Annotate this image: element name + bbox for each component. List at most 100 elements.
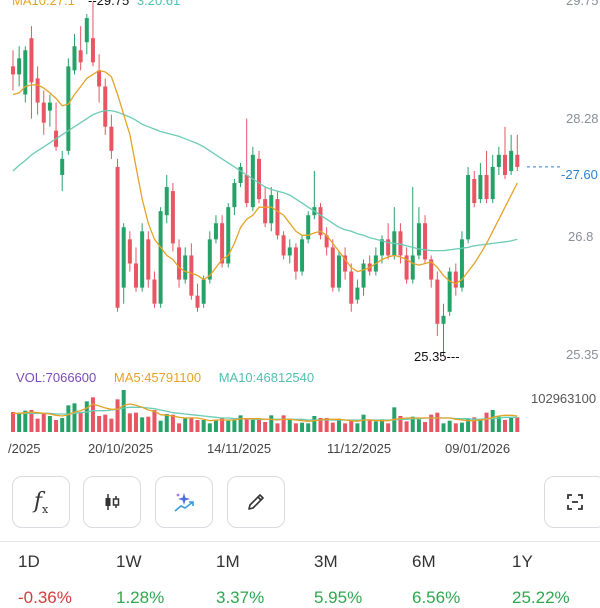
fullscreen-button[interactable] (544, 476, 600, 528)
volume-bar (410, 416, 415, 432)
volume-bar (232, 419, 237, 432)
perf-period-label: 1D (18, 552, 40, 571)
perf-cell-3m[interactable]: 3M 5.95% (314, 542, 414, 607)
volume-axis-max: 102963100 (531, 391, 597, 406)
candle-body (177, 247, 182, 280)
candle-body (355, 287, 360, 300)
volume-bar (429, 414, 434, 432)
candle-body (287, 247, 292, 256)
volume-bar (66, 405, 71, 432)
volume-bar (312, 416, 317, 432)
candlestick-chart[interactable] (0, 0, 600, 460)
volume-bar (435, 412, 440, 432)
price-chart[interactable]: MA10:27.1 3.20.61 29.75 28.28 26.8 25.35 … (0, 0, 600, 460)
expand-corners-icon (567, 494, 583, 510)
volume-bar (177, 423, 182, 432)
volume-bar (349, 420, 354, 432)
candle-body (115, 166, 120, 308)
volume-bar (47, 416, 52, 432)
price-tick-upper: 28.28 (566, 111, 599, 126)
candle-body (429, 259, 434, 280)
candle-body (29, 38, 34, 83)
ma-short-line (12, 69, 518, 285)
volume-bar (453, 423, 458, 432)
candle-body (183, 255, 188, 280)
candle-body (146, 239, 151, 280)
candle-body (435, 279, 440, 324)
ma-long-line (12, 109, 518, 252)
candle-body (226, 207, 231, 264)
volume-bar (226, 420, 231, 432)
candle-body (423, 223, 428, 260)
candle-body (60, 158, 65, 175)
candle-body (35, 78, 40, 103)
volume-bar (250, 420, 255, 432)
volume-legend: VOL:7066600 MA5:45791100 MA10:46812540 (16, 370, 328, 385)
candle-body (207, 239, 212, 280)
volume-bar (134, 412, 138, 432)
candle-body (472, 179, 477, 204)
candle-body (250, 154, 255, 208)
candle-body (509, 150, 514, 171)
volume-bar (109, 418, 114, 432)
candle-body (232, 183, 237, 208)
volume-bar (29, 410, 34, 432)
candle-body (257, 158, 261, 200)
date-tick: 20/10/2025 (88, 441, 154, 456)
candle-body (336, 255, 341, 288)
volume-bar (472, 417, 477, 432)
performance-table: 1D -0.36% 1W 1.28% 1M 3.37% 3M 5.95% 6M … (0, 541, 600, 607)
perf-period-label: 1W (116, 552, 142, 571)
high-price-marker: --29.75 (88, 0, 130, 8)
volume-bar (459, 422, 464, 432)
candle-body (213, 223, 218, 240)
candle-body (78, 50, 83, 63)
candle-body (496, 154, 501, 167)
volume-bar (140, 417, 145, 432)
volume-bar (183, 418, 188, 432)
perf-period-label: 1M (216, 552, 240, 571)
indicator-button[interactable]: fx (12, 476, 70, 528)
candle-body (121, 227, 126, 288)
low-price-marker: 25.35--- (414, 349, 460, 364)
volume-bar (220, 418, 225, 432)
draw-button[interactable] (227, 476, 285, 528)
candle-body (158, 211, 163, 304)
chart-toolbar: fx (0, 476, 600, 532)
volume-bar (164, 414, 169, 432)
date-tick: /2025 (8, 441, 41, 456)
volume-bar (404, 421, 409, 432)
perf-cell-1w[interactable]: 1W 1.28% (116, 542, 216, 607)
candle-body (318, 207, 323, 236)
candle-body (447, 271, 452, 312)
volume-bar (490, 410, 495, 432)
candle-body (11, 66, 15, 75)
candle-body (170, 191, 175, 244)
date-axis: /2025 20/10/2025 14/11/2025 11/12/2025 0… (0, 441, 600, 457)
perf-cell-1m[interactable]: 1M 3.37% (216, 542, 316, 607)
volume-bar (330, 422, 335, 432)
ai-analysis-button[interactable] (155, 476, 213, 528)
volume-bar (466, 418, 471, 432)
candle-body (127, 239, 132, 264)
perf-cell-6m[interactable]: 6M 6.56% (412, 542, 512, 607)
volume-bar (361, 414, 366, 432)
candle-body (330, 247, 335, 288)
candle-body (453, 271, 458, 288)
volume-bar (257, 419, 261, 432)
volume-bar (54, 420, 59, 432)
perf-cell-1d[interactable]: 1D -0.36% (18, 542, 118, 607)
candle-body (478, 174, 483, 200)
candle-body (220, 223, 225, 264)
volume-bar (380, 419, 384, 432)
candlestick-icon (105, 494, 120, 510)
volume-bar (158, 420, 163, 432)
candle-body (361, 263, 366, 288)
candle-body (72, 46, 77, 71)
volume-bar (115, 399, 120, 432)
candle-body (404, 255, 409, 280)
candle-style-button[interactable] (83, 476, 141, 528)
volume-bar (416, 419, 421, 432)
volume-bar (170, 414, 175, 432)
perf-cell-1y[interactable]: 1Y 25.22% (512, 542, 600, 607)
